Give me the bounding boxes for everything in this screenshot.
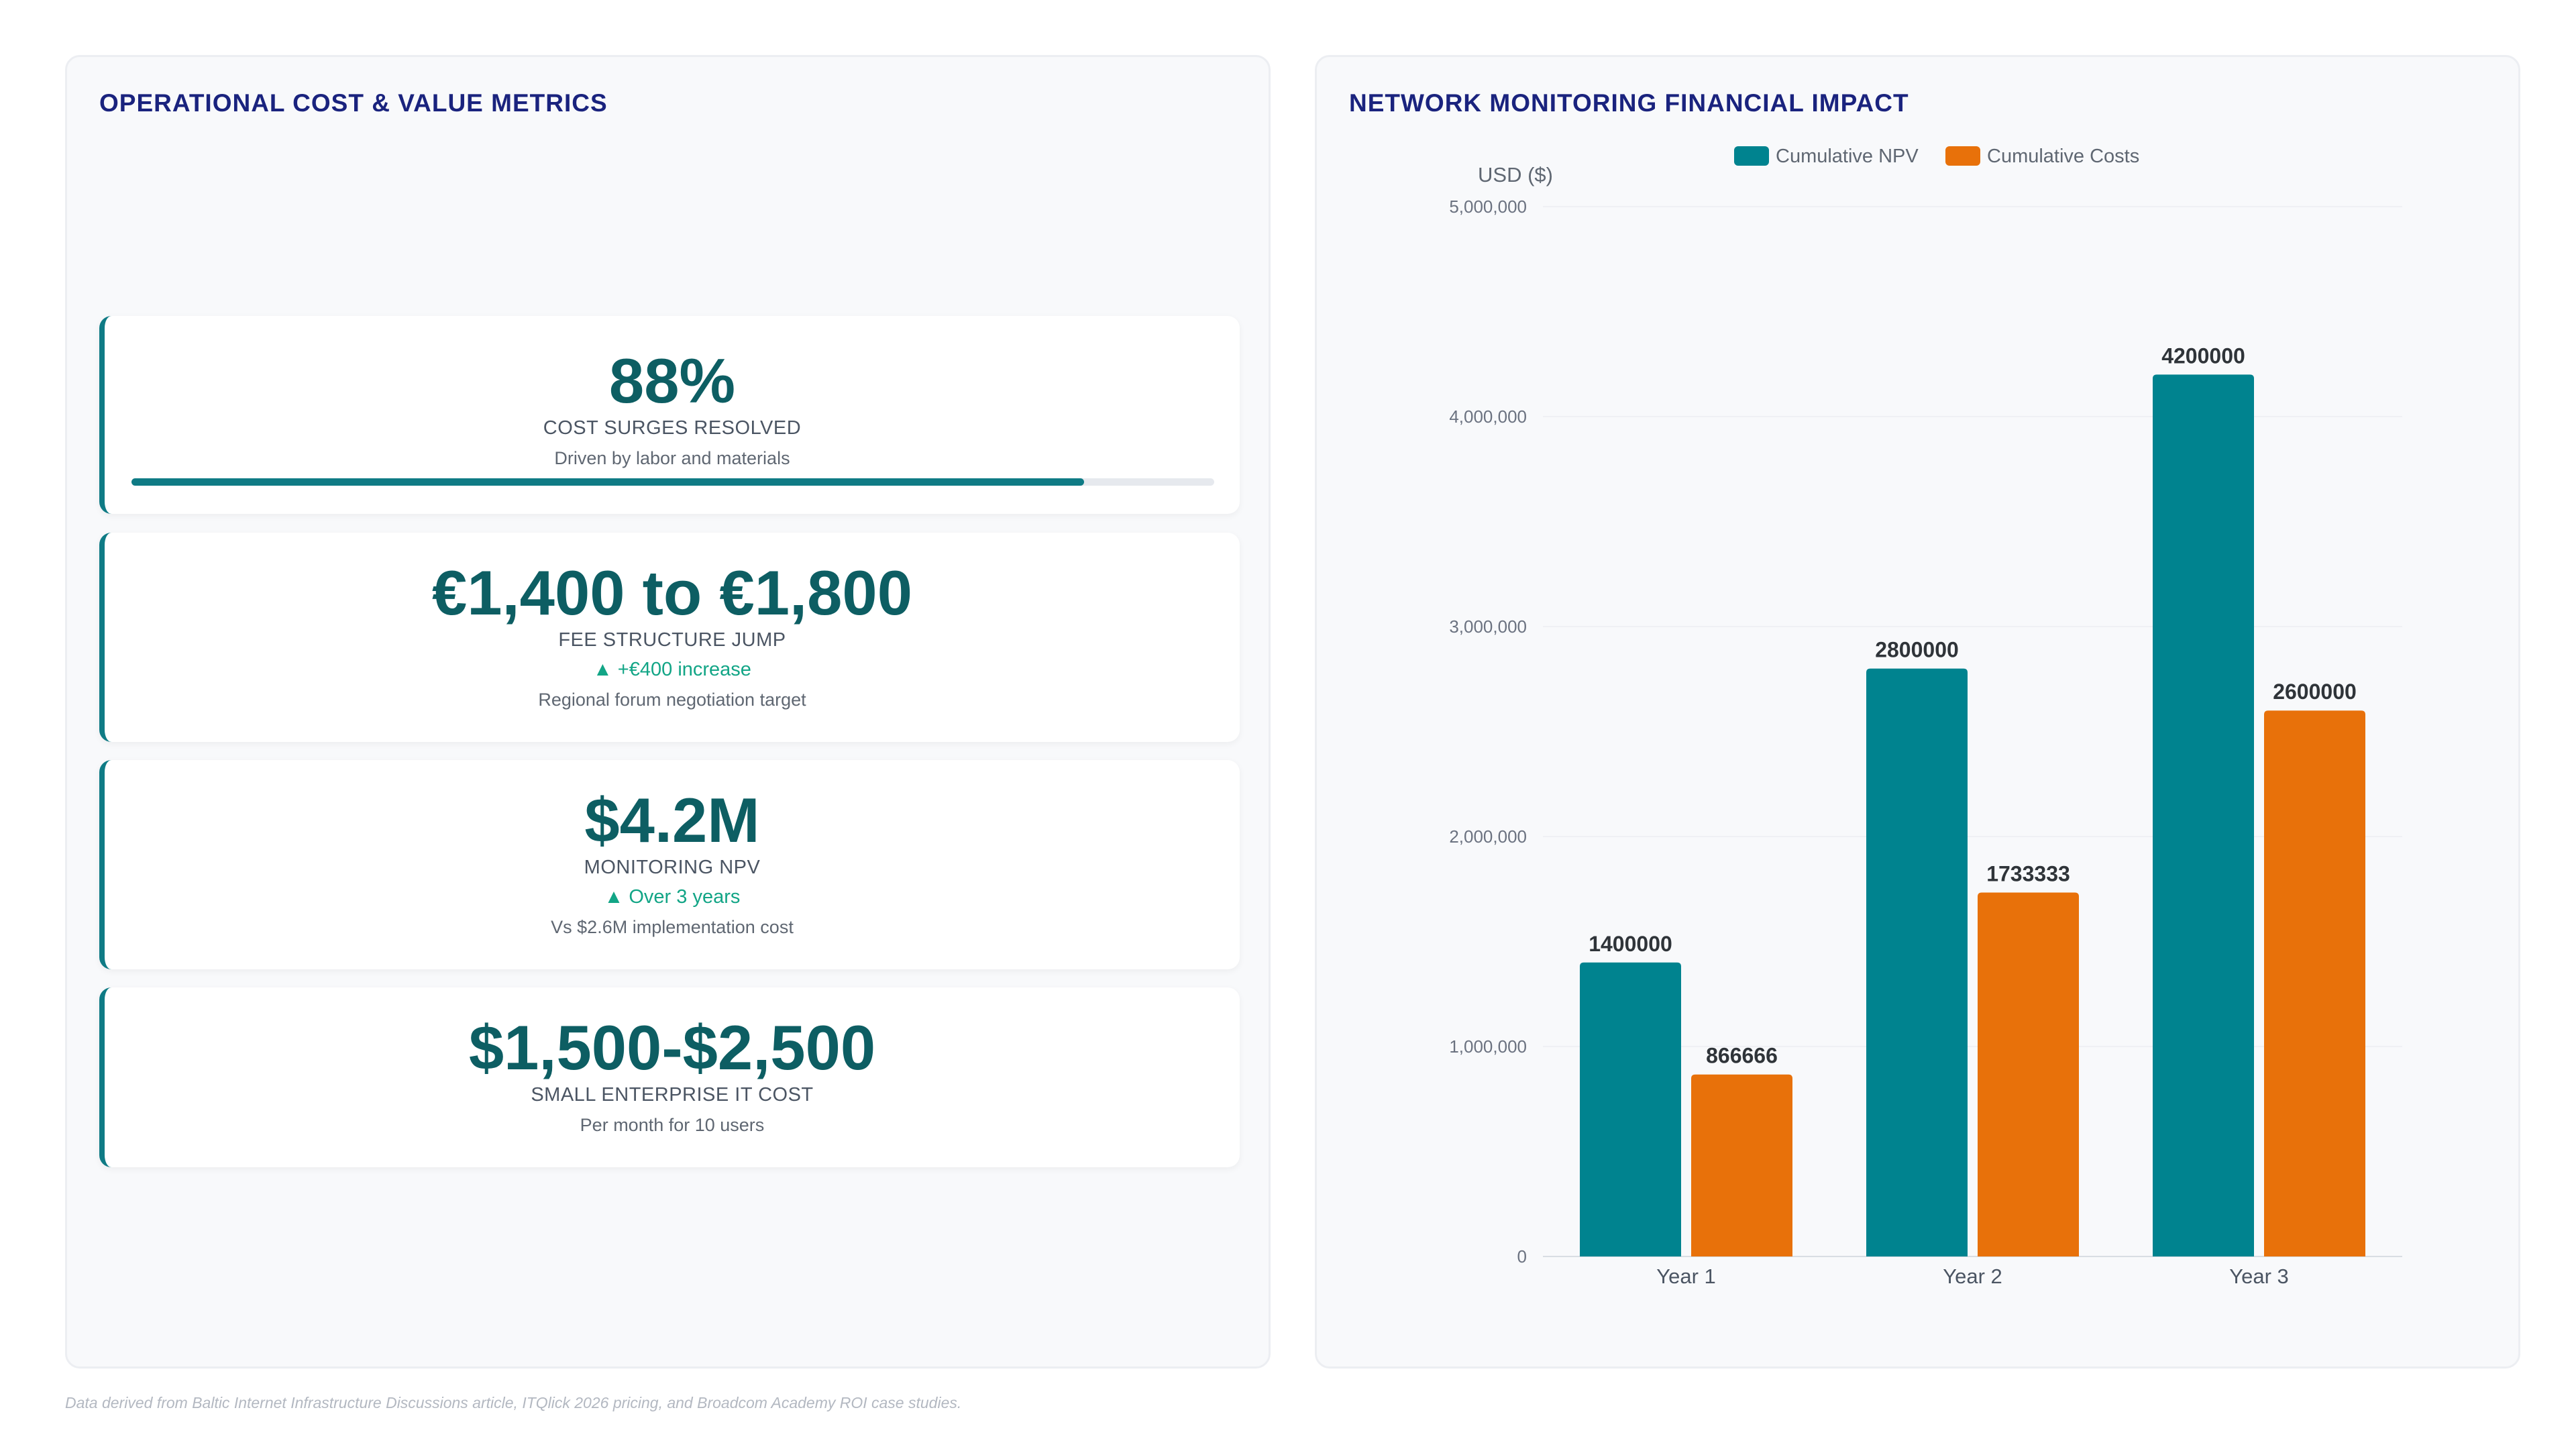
legend-label: Cumulative NPV	[1776, 146, 1919, 167]
metric-label: COST SURGES RESOLVED	[543, 417, 802, 439]
metric-label: FEE STRUCTURE JUMP	[558, 629, 786, 651]
bar-value-label: 4200000	[2161, 343, 2245, 368]
bar-value-label: 1400000	[1589, 932, 1672, 956]
bar-value-label: 1733333	[1986, 861, 2070, 885]
chart-title: NETWORK MONITORING FINANCIAL IMPACT	[1349, 89, 1909, 117]
y-tick-label: 2,000,000	[1449, 826, 1527, 847]
progress-bar	[131, 478, 1214, 486]
metric-value: $1,500-$2,500	[468, 1012, 876, 1083]
bar-value-label: 2800000	[1875, 638, 1959, 662]
legend-swatch	[1734, 146, 1769, 166]
y-tick-label: 4,000,000	[1449, 407, 1527, 427]
metric-card-monitoring-npv: $4.2M MONITORING NPV ▲ Over 3 years Vs $…	[99, 760, 1240, 969]
bar-chart: 0 1,000,000 2,000,000 3,000,000 4,000,000 5,0…	[1449, 146, 2402, 1288]
y-tick-label: 3,000,000	[1449, 616, 1527, 637]
bar	[2264, 710, 2365, 1256]
metric-trend: ▲ Over 3 years	[604, 886, 741, 908]
metric-card-fee-structure: €1,400 to €1,800 FEE STRUCTURE JUMP ▲ +€…	[99, 533, 1240, 742]
metric-subtext: Driven by labor and materials	[554, 448, 790, 468]
legend-label: Cumulative Costs	[1987, 146, 2139, 167]
metric-card-it-cost: $1,500-$2,500 SMALL ENTERPRISE IT COST P…	[99, 987, 1240, 1167]
footer-source-note: Data derived from Baltic Internet Infras…	[65, 1394, 962, 1411]
bar	[1866, 668, 1968, 1256]
progress-bar-fill	[131, 478, 1085, 486]
x-tick-label: Year 3	[2229, 1265, 2289, 1288]
bar	[2153, 374, 2254, 1256]
legend-swatch	[1945, 146, 1980, 166]
x-tick-label: Year 2	[1943, 1265, 2002, 1288]
metric-value: €1,400 to €1,800	[432, 557, 912, 628]
metric-value: $4.2M	[584, 785, 760, 855]
metric-subtext: Regional forum negotiation target	[538, 690, 806, 710]
metric-subtext: Per month for 10 users	[580, 1115, 765, 1135]
x-tick-label: Year 1	[1656, 1265, 1716, 1288]
bar-value-label: 2600000	[2273, 680, 2357, 704]
metric-card-cost-surges: 88% COST SURGES RESOLVED Driven by labor…	[99, 316, 1240, 514]
metrics-panel-title: OPERATIONAL COST & VALUE METRICS	[99, 89, 608, 117]
bar	[1580, 962, 1681, 1256]
bar	[1691, 1074, 1792, 1256]
metric-label: MONITORING NPV	[584, 857, 761, 878]
bar	[1978, 892, 2079, 1256]
metric-trend: ▲ +€400 increase	[593, 659, 751, 680]
metric-value: 88%	[608, 345, 736, 416]
y-tick-label: 5,000,000	[1449, 197, 1527, 217]
metrics-panel: OPERATIONAL COST & VALUE METRICS 88% COS…	[65, 55, 1271, 1368]
metric-label: SMALL ENTERPRISE IT COST	[531, 1084, 814, 1106]
y-axis-label: USD ($)	[1478, 163, 1553, 186]
bar-value-label: 866666	[1706, 1044, 1778, 1068]
chart-panel: NETWORK MONITORING FINANCIAL IMPACT 0 1,0…	[1315, 55, 2520, 1368]
metric-subtext: Vs $2.6M implementation cost	[551, 917, 794, 937]
y-tick-label: 0	[1517, 1246, 1527, 1267]
y-tick-label: 1,000,000	[1449, 1036, 1527, 1057]
